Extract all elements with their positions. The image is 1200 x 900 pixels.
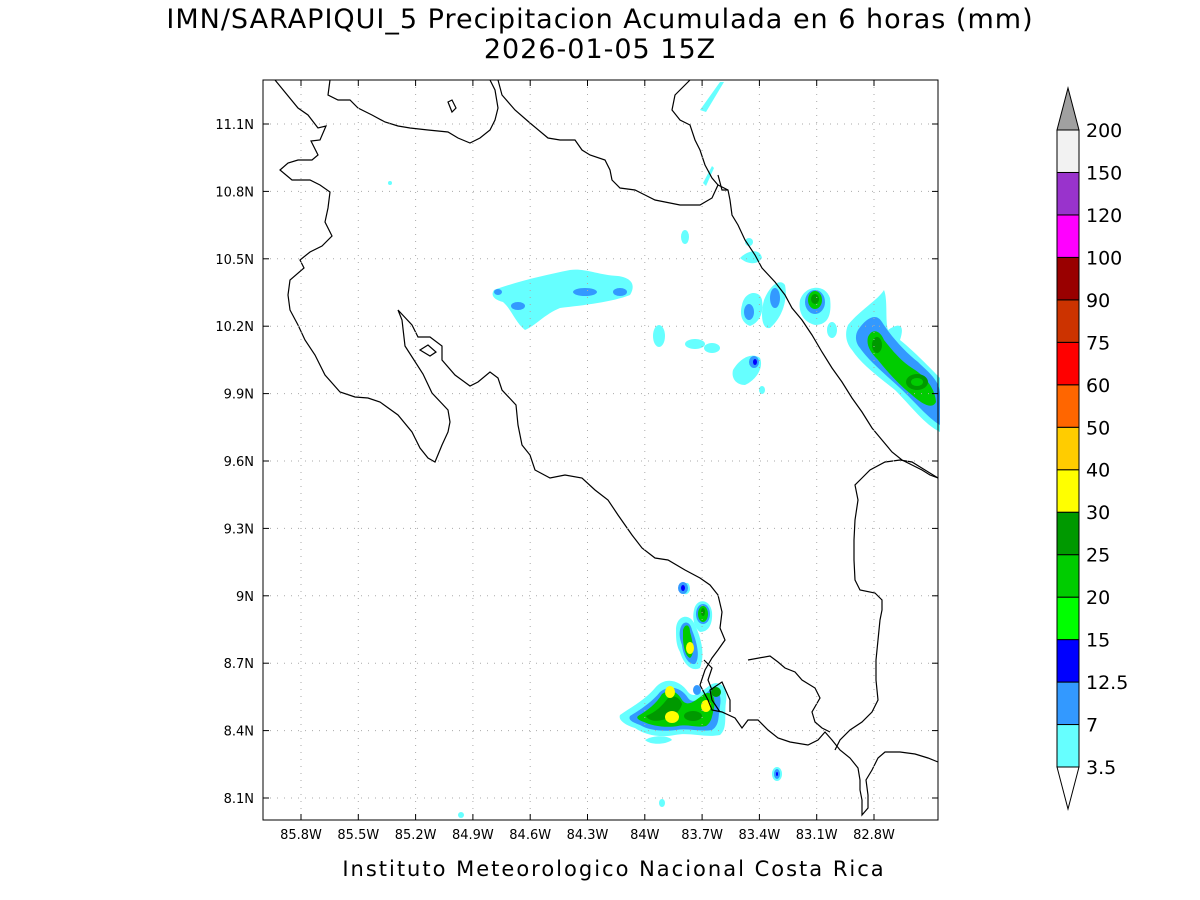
longitude-tick-label: 84.6W [509, 828, 551, 843]
latitude-tick-label: 9.9N [224, 388, 254, 403]
latitude-labels: 11.1N 10.8N 10.5N 10.2N 9.9N 9.6N 9.3N 9N 8.7N 8.… [215, 118, 254, 807]
longitude-tick-label: 85.2W [395, 828, 437, 843]
colorbar-swatch [1056, 681, 1080, 726]
colorbar-label: 50 [1086, 417, 1110, 439]
colorbar-label: 30 [1086, 502, 1110, 524]
map-title: IMN/SARAPIQUI_5 Precipitacion Acumulada … [166, 4, 1034, 35]
colorbar-label: 15 [1086, 630, 1110, 652]
latitude-tick-label: 9.3N [224, 522, 254, 537]
rain-cell [492, 269, 633, 330]
rain-cell [846, 290, 940, 432]
longitude-tick-label: 84.9W [452, 828, 494, 843]
longitude-tick-label: 85.5W [337, 828, 379, 843]
colorbar-label: 75 [1086, 332, 1110, 354]
colorbar-label: 90 [1086, 290, 1110, 312]
colorbar-swatch [1056, 171, 1080, 216]
map-gridlines [263, 80, 938, 820]
colorbar-label: 7 [1086, 715, 1098, 737]
longitude-tick-label: 83.4W [738, 828, 780, 843]
colorbar-swatch [1056, 426, 1080, 471]
colorbar-label: 20 [1086, 587, 1110, 609]
rain-cell [388, 82, 765, 818]
axis-ticks [263, 80, 938, 820]
longitude-tick-label: 84W [630, 828, 660, 843]
latitude-tick-label: 9.6N [224, 455, 254, 470]
latitude-tick-label: 9N [236, 590, 254, 605]
colorbar-high-arrow [1056, 86, 1080, 131]
precipitation-field [388, 82, 940, 818]
longitude-tick-label: 83.1W [796, 828, 838, 843]
latitude-tick-label: 8.4N [224, 725, 254, 740]
colorbar-label: 120 [1086, 205, 1122, 227]
colorbar-label: 3.5 [1086, 757, 1116, 779]
colorbar-label: 12.5 [1086, 672, 1128, 694]
colorbar-label: 40 [1086, 460, 1110, 482]
map-valid-time: 2026-01-05 15Z [483, 34, 717, 65]
colorbar-swatch [1056, 724, 1080, 768]
colorbar-swatch [1056, 129, 1080, 173]
longitude-tick-label: 83.7W [681, 828, 723, 843]
map-frame [262, 79, 939, 821]
latitude-tick-label: 10.2N [215, 320, 254, 335]
rain-cell [619, 582, 782, 781]
colorbar-swatch [1056, 469, 1080, 513]
latitude-tick-label: 10.8N [215, 185, 254, 200]
longitude-labels: 85.8W 85.5W 85.2W 84.9W 84.6W 84.3W 84W 83.7W 83… [280, 828, 895, 843]
colorbar: 3.5 7 12.5 15 20 25 30 40 50 60 75 90 100 120 150 200 [1056, 86, 1128, 811]
colorbar-swatch [1056, 596, 1080, 641]
rain-cell [732, 238, 786, 385]
border-line [703, 174, 728, 691]
colorbar-label: 200 [1086, 120, 1122, 142]
colorbar-label: 25 [1086, 545, 1110, 567]
latitude-tick-label: 11.1N [215, 118, 254, 133]
colorbar-swatch [1056, 384, 1080, 428]
colorbar-swatch [1056, 214, 1080, 258]
colorbar-swatch [1056, 299, 1080, 343]
footer-credit: Instituto Meteorologico Nacional Costa R… [342, 857, 886, 881]
colorbar-swatch [1056, 554, 1080, 598]
colorbar-swatch [1056, 639, 1080, 683]
latitude-tick-label: 8.1N [224, 792, 254, 807]
rain-cell [799, 287, 837, 338]
colorbar-swatch [1056, 256, 1080, 301]
colorbar-low-arrow [1056, 766, 1080, 811]
colorbar-label: 100 [1086, 247, 1122, 269]
longitude-tick-label: 85.8W [280, 828, 322, 843]
coastline [274, 79, 939, 817]
colorbar-swatch [1056, 511, 1080, 556]
latitude-tick-label: 8.7N [224, 657, 254, 672]
longitude-tick-label: 82.8W [853, 828, 895, 843]
longitude-tick-label: 84.3W [567, 828, 609, 843]
colorbar-label: 60 [1086, 375, 1110, 397]
latitude-tick-label: 10.5N [215, 253, 254, 268]
colorbar-swatch [1056, 341, 1080, 386]
colorbar-label: 150 [1086, 162, 1122, 184]
